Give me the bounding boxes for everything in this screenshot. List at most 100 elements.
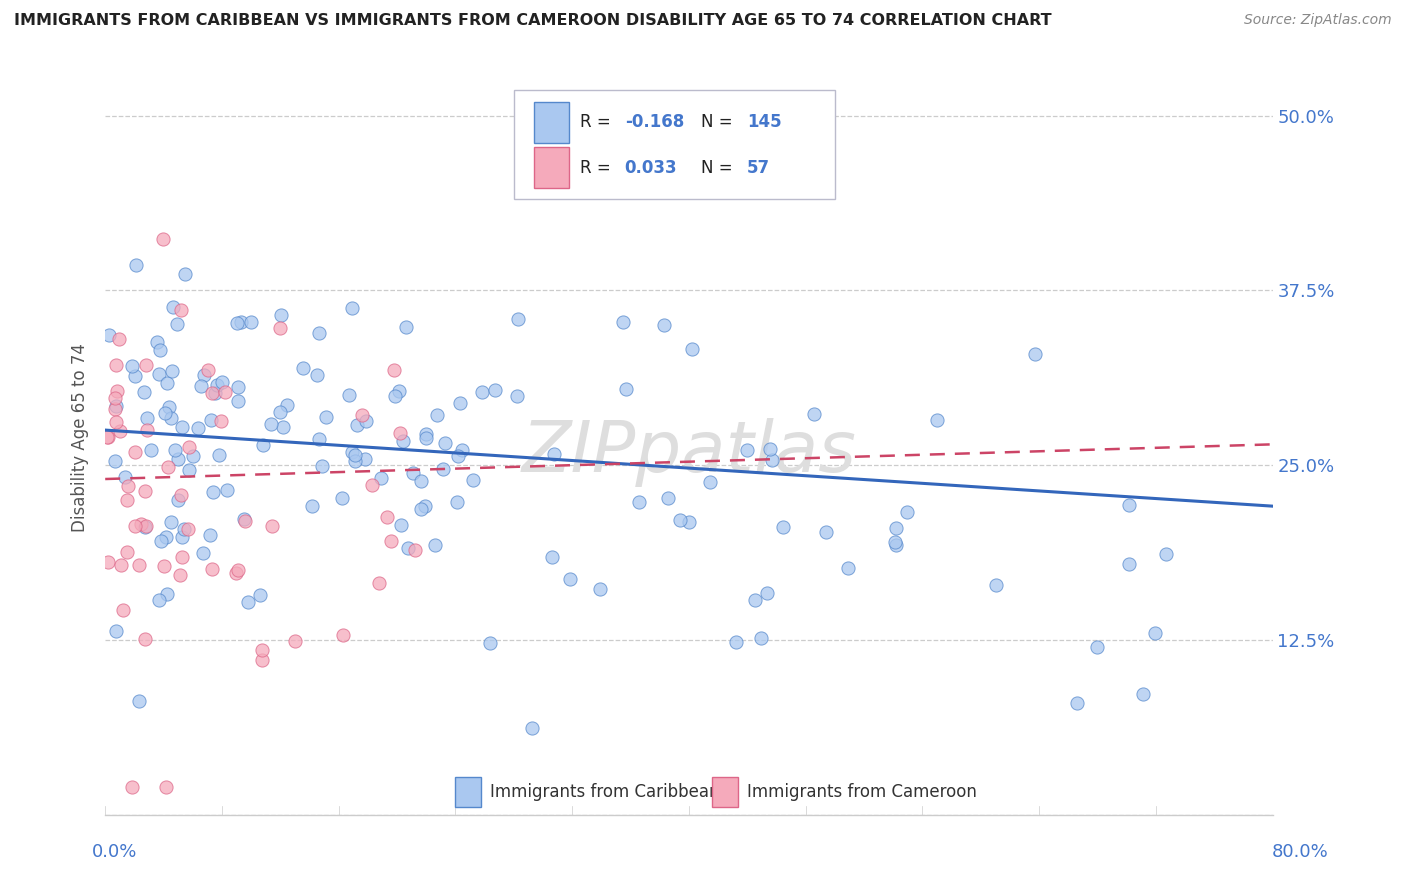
- Point: [96, 430, 118, 444]
- Point: [124, 518, 146, 533]
- Point: [508, 311, 530, 326]
- Text: IMMIGRANTS FROM CARIBBEAN VS IMMIGRANTS FROM CAMEROON DISABILITY AGE 65 TO 74 CO: IMMIGRANTS FROM CARIBBEAN VS IMMIGRANTS …: [14, 13, 1052, 29]
- Point: [249, 588, 271, 602]
- Point: [883, 534, 905, 549]
- Point: [340, 301, 363, 315]
- Point: [134, 483, 156, 498]
- Point: [368, 576, 391, 591]
- Point: [260, 518, 283, 533]
- Point: [354, 451, 377, 466]
- Point: [384, 388, 406, 402]
- Point: [344, 453, 367, 467]
- Point: [409, 475, 432, 489]
- Point: [479, 636, 502, 650]
- Point: [896, 505, 918, 519]
- Point: [217, 483, 239, 497]
- Point: [382, 363, 405, 377]
- Text: 0.033: 0.033: [624, 159, 678, 177]
- Text: 145: 145: [747, 113, 782, 131]
- Point: [269, 321, 291, 335]
- Point: [337, 388, 360, 402]
- Point: [172, 549, 194, 564]
- Point: [260, 417, 283, 431]
- Point: [226, 380, 249, 394]
- Point: [201, 385, 224, 400]
- Point: [112, 603, 135, 617]
- Point: [884, 538, 907, 552]
- Point: [232, 512, 254, 526]
- Point: [110, 558, 132, 573]
- Point: [377, 510, 399, 524]
- Point: [104, 624, 127, 638]
- Point: [157, 400, 180, 414]
- Point: [404, 542, 426, 557]
- Point: [1085, 640, 1108, 654]
- Point: [105, 399, 128, 413]
- Point: [250, 652, 273, 666]
- Point: [269, 405, 291, 419]
- Point: [681, 342, 703, 356]
- Point: [273, 419, 295, 434]
- Point: [1118, 498, 1140, 512]
- Point: [461, 473, 484, 487]
- Point: [170, 419, 193, 434]
- Point: [270, 308, 292, 322]
- Point: [157, 460, 180, 475]
- Point: [749, 631, 772, 645]
- Point: [343, 448, 366, 462]
- Point: [160, 410, 183, 425]
- Point: [361, 478, 384, 492]
- Point: [198, 528, 221, 542]
- Point: [1132, 687, 1154, 701]
- Point: [208, 448, 231, 462]
- Point: [173, 522, 195, 536]
- Point: [149, 534, 172, 549]
- Point: [837, 561, 859, 575]
- Point: [177, 463, 200, 477]
- Point: [236, 595, 259, 609]
- Point: [415, 431, 437, 445]
- Point: [105, 415, 128, 429]
- Point: [160, 363, 183, 377]
- Point: [451, 443, 474, 458]
- Point: [724, 635, 747, 649]
- Point: [170, 487, 193, 501]
- Point: [305, 368, 328, 382]
- Point: [737, 443, 759, 458]
- Point: [156, 376, 179, 391]
- Point: [207, 377, 229, 392]
- Point: [506, 389, 529, 403]
- Point: [226, 394, 249, 409]
- Point: [392, 434, 415, 448]
- Point: [128, 694, 150, 708]
- Point: [612, 315, 634, 329]
- Point: [449, 396, 471, 410]
- Point: [350, 408, 373, 422]
- Point: [426, 409, 449, 423]
- Point: [193, 368, 215, 383]
- Point: [121, 359, 143, 374]
- Point: [115, 492, 138, 507]
- Point: [395, 320, 418, 334]
- Point: [291, 360, 314, 375]
- Point: [1118, 558, 1140, 572]
- Point: [155, 780, 177, 794]
- Point: [226, 563, 249, 577]
- Bar: [534, 102, 568, 143]
- Point: [131, 516, 153, 531]
- Point: [148, 343, 170, 357]
- Point: [389, 517, 412, 532]
- Point: [540, 550, 562, 565]
- Point: [145, 334, 167, 349]
- Point: [163, 443, 186, 458]
- Point: [432, 462, 454, 476]
- Point: [614, 382, 637, 396]
- Point: [627, 495, 650, 509]
- Point: [520, 721, 543, 735]
- Text: 0.0%: 0.0%: [91, 843, 136, 861]
- Point: [229, 315, 252, 329]
- Point: [167, 493, 190, 508]
- Point: [121, 780, 143, 794]
- Point: [105, 384, 128, 398]
- Point: [311, 458, 333, 473]
